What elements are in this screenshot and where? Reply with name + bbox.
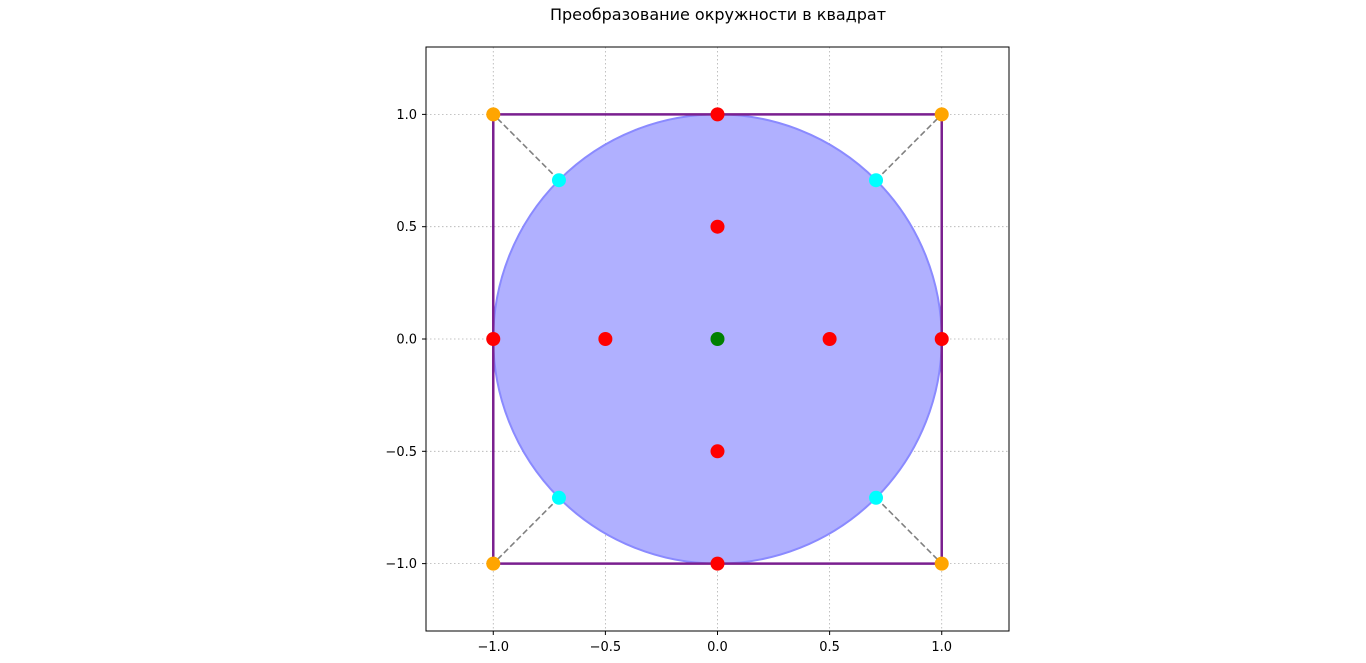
data-point <box>934 332 949 346</box>
data-point <box>710 107 725 122</box>
data-point <box>934 107 949 122</box>
y-tick-label: −0.5 <box>385 445 417 460</box>
connector-line <box>875 113 943 181</box>
connector-line <box>492 497 560 565</box>
y-axis: −1.0 −0.5 0.0 0.5 1.0 <box>385 108 426 572</box>
data-point <box>822 332 837 346</box>
y-tick-label: 0.0 <box>396 333 417 348</box>
x-tick-label: −1.0 <box>477 640 509 655</box>
data-point <box>710 219 725 234</box>
data-point <box>598 332 613 346</box>
data-point <box>710 556 725 571</box>
y-tick-label: −1.0 <box>385 557 417 572</box>
data-point <box>710 332 725 346</box>
data-point <box>869 490 884 505</box>
connector-line <box>492 113 560 181</box>
x-tick-label: 0.0 <box>707 640 728 655</box>
y-tick-label: 0.5 <box>396 220 417 235</box>
data-point <box>486 332 501 346</box>
x-axis: −1.0 −0.5 0.0 0.5 1.0 <box>477 631 952 655</box>
data-point <box>551 173 566 188</box>
x-tick-label: −0.5 <box>590 640 622 655</box>
x-tick-label: 0.5 <box>819 640 840 655</box>
plot-area <box>425 46 1010 632</box>
data-point <box>486 556 501 571</box>
data-point <box>869 173 884 188</box>
x-tick-label: 1.0 <box>931 640 952 655</box>
data-point <box>710 444 725 459</box>
chart-title: Преобразование окружности в квадрат <box>550 5 886 24</box>
connector-line <box>875 497 943 565</box>
data-point <box>486 107 501 122</box>
data-point <box>934 556 949 571</box>
markers <box>486 107 949 571</box>
data-point <box>551 490 566 505</box>
y-tick-label: 1.0 <box>396 108 417 123</box>
